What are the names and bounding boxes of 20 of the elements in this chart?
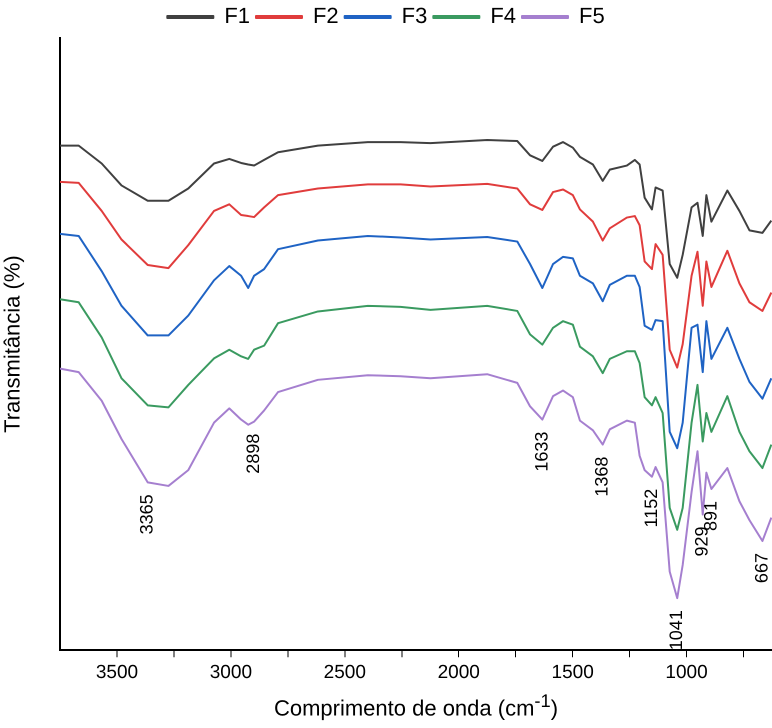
x-tick-label: 3000 (210, 662, 252, 683)
annotation: 1633 (531, 432, 552, 472)
legend-label: F4 (490, 3, 516, 28)
x-tick-label: 3500 (96, 662, 138, 683)
x-tick-label: 1500 (552, 662, 594, 683)
legend-label: F5 (579, 3, 605, 28)
annotation: 3365 (136, 494, 157, 534)
x-tick-label: 2000 (438, 662, 480, 683)
annotation: 1041 (666, 610, 686, 650)
x-axis-title: Comprimento de onda (cm$^{-1}$) (272, 690, 560, 722)
x-tick-label: 2500 (324, 662, 366, 683)
legend-label: F2 (312, 3, 339, 28)
annotation: 1152 (640, 488, 661, 528)
legend-label: F1 (224, 3, 250, 28)
annotation: 667 (751, 553, 772, 584)
legend-label: F3 (402, 3, 428, 28)
y-axis-title: Transmitância (%) (0, 255, 24, 433)
x-tick-label: 1000 (665, 662, 708, 683)
annotation: 2898 (243, 434, 264, 474)
annotation: 1368 (592, 456, 612, 497)
